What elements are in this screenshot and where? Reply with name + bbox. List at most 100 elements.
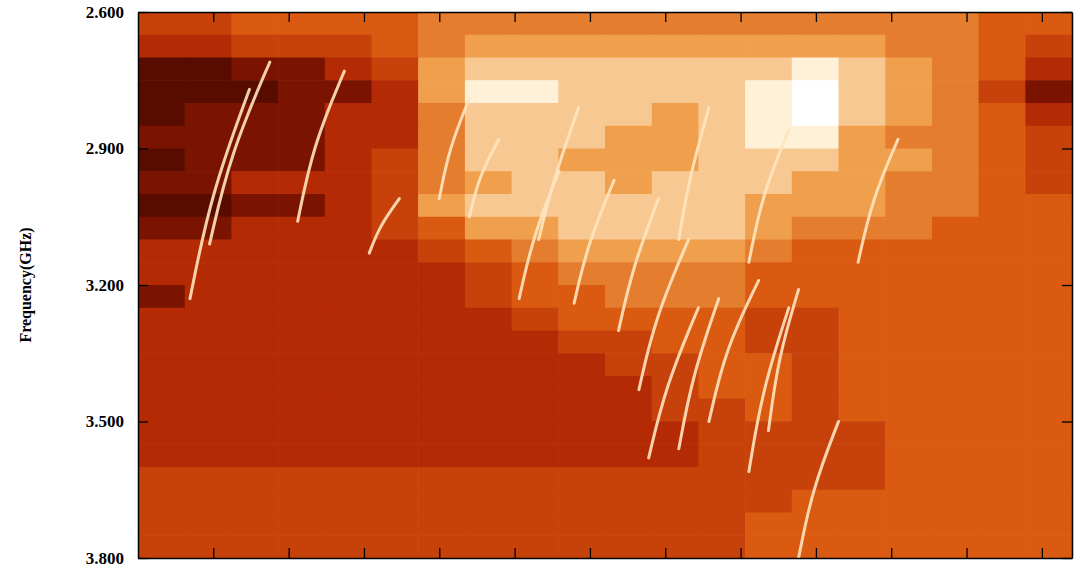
x-axis: [139, 548, 1073, 559]
heatmap-cell: [605, 35, 652, 58]
heatmap-cell: [979, 331, 1026, 354]
heatmap-cell: [1025, 308, 1072, 331]
heatmap-cell: [231, 240, 278, 263]
heatmap-cell: [372, 444, 419, 467]
heatmap-cell: [698, 422, 745, 445]
heatmap-cell: [465, 513, 512, 536]
heatmap-cell: [1025, 126, 1072, 149]
heatmap-cell: [885, 58, 932, 81]
heatmap-cell: [372, 262, 419, 285]
heatmap-cell: [839, 467, 886, 490]
heatmap-cell: [885, 513, 932, 536]
heatmap-cell: [979, 126, 1026, 149]
heatmap-cell: [792, 513, 839, 536]
fiber-burst: [679, 108, 709, 240]
heatmap-cell: [138, 149, 185, 172]
heatmap-cell: [325, 399, 372, 422]
plot-area: [138, 12, 1072, 558]
heatmap-cell: [885, 80, 932, 103]
tick-mark: [514, 12, 515, 22]
heatmap-cell: [372, 422, 419, 445]
heatmap-cell: [231, 194, 278, 217]
heatmap-cell: [465, 399, 512, 422]
heatmap-cell: [512, 399, 559, 422]
heatmap-cell: [745, 467, 792, 490]
heatmap-cell: [839, 331, 886, 354]
tick-mark: [966, 548, 967, 558]
heatmap-cell: [418, 12, 465, 35]
heatmap-cell: [698, 490, 745, 513]
heatmap-cell: [185, 58, 232, 81]
fiber-burst: [679, 299, 719, 449]
heatmap-cell: [465, 103, 512, 126]
heatmap-cell: [979, 171, 1026, 194]
heatmap-cell: [138, 35, 185, 58]
heatmap-cell: [372, 399, 419, 422]
heatmap-cell: [138, 331, 185, 354]
heatmap-cell: [979, 240, 1026, 263]
heatmap-cell: [231, 58, 278, 81]
heatmap-cell: [372, 126, 419, 149]
tick-mark: [213, 548, 214, 558]
heatmap-cell: [512, 490, 559, 513]
tick-mark: [1062, 148, 1072, 149]
heatmap-cell: [885, 240, 932, 263]
tick: [213, 548, 214, 558]
heatmap-cell: [1025, 399, 1072, 422]
heatmap-cell: [138, 262, 185, 285]
heatmap-cell: [325, 12, 372, 35]
heatmap-cell: [792, 12, 839, 35]
heatmap-cell: [652, 35, 699, 58]
tick-mark: [590, 548, 591, 558]
heatmap-cell: [839, 217, 886, 240]
heatmap-cell: [979, 80, 1026, 103]
tick: [364, 548, 365, 558]
heatmap-cell: [138, 353, 185, 376]
heatmap-cell: [465, 467, 512, 490]
heatmap-cell: [418, 35, 465, 58]
heatmap-cell: [1025, 240, 1072, 263]
heatmap-cell: [839, 353, 886, 376]
heatmap-cell: [698, 467, 745, 490]
heatmap-cell: [185, 422, 232, 445]
heatmap-cell: [839, 308, 886, 331]
heatmap-cell: [372, 171, 419, 194]
heatmap-cell: [512, 444, 559, 467]
tick: 3.200: [86, 276, 148, 295]
tick: [289, 12, 290, 22]
tick-mark: [891, 548, 892, 558]
heatmap-cell: [839, 35, 886, 58]
heatmap-cell: [979, 399, 1026, 422]
heatmap-cell: [372, 513, 419, 536]
tick: [967, 12, 968, 22]
tick-mark: [816, 12, 817, 22]
heatmap-cell: [278, 535, 325, 558]
heatmap-cell: [792, 58, 839, 81]
fiber-burst: [709, 280, 759, 421]
heatmap-cell: [745, 103, 792, 126]
heatmap-cell: [605, 444, 652, 467]
heatmap-cell: [278, 399, 325, 422]
tick: [590, 548, 591, 558]
heatmap-cell: [979, 308, 1026, 331]
heatmap-cell: [792, 126, 839, 149]
heatmap-cell: [839, 490, 886, 513]
heatmap-cell: [185, 353, 232, 376]
heatmap-cell: [138, 194, 185, 217]
heatmap-cell: [605, 149, 652, 172]
fiber-burst: [574, 180, 614, 303]
tick-mark: [1062, 421, 1072, 422]
heatmap-cell: [465, 240, 512, 263]
heatmap-cell: [1025, 331, 1072, 354]
heatmap-cell: [932, 535, 979, 558]
heatmap-cell: [979, 58, 1026, 81]
heatmap-cell: [465, 12, 512, 35]
heatmap-cell: [231, 12, 278, 35]
heatmap-cell: [885, 194, 932, 217]
heatmap-cell: [932, 285, 979, 308]
heatmap-cell: [418, 262, 465, 285]
heatmap-cell: [372, 285, 419, 308]
heatmap-cell: [1025, 444, 1072, 467]
tick-mark: [816, 548, 817, 558]
heatmap-cell: [932, 513, 979, 536]
